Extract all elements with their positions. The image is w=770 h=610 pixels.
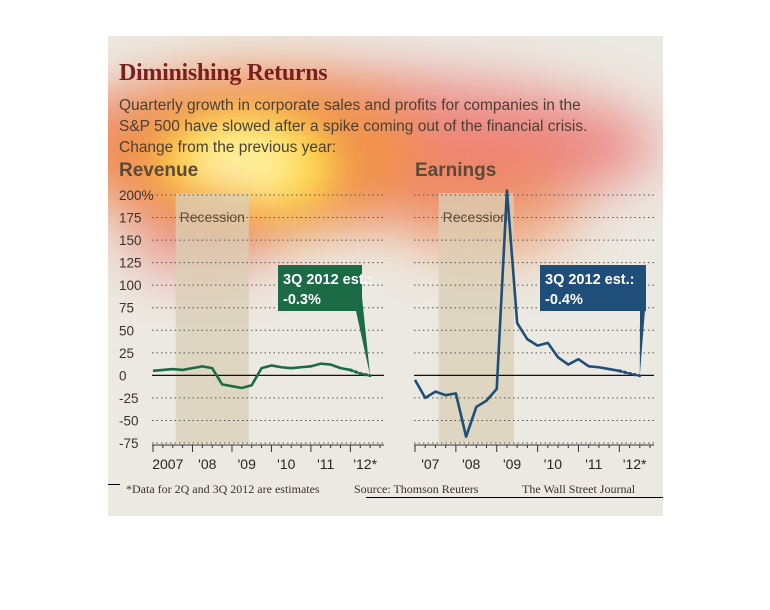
x-tick-label: '11 bbox=[585, 456, 602, 472]
recession-band bbox=[176, 193, 249, 443]
x-tick-label: '10 bbox=[277, 456, 295, 472]
footer-rule bbox=[366, 497, 663, 498]
y-tick-label: 25 bbox=[119, 346, 134, 361]
x-tick-label: '10 bbox=[544, 456, 562, 472]
y-tick-label: 100 bbox=[119, 278, 142, 293]
y-tick-label: -25 bbox=[119, 391, 139, 406]
y-tick-label: 200% bbox=[119, 188, 154, 203]
y-tick-label: 0 bbox=[119, 368, 127, 383]
charts-svg: 200% 175 150 125 100 75 50 25 0 -25 -50 -75 Recessio… bbox=[108, 36, 663, 516]
annotation-value: -0.4% bbox=[545, 292, 583, 308]
recession-label: Recession bbox=[180, 209, 245, 225]
y-tick-label: 150 bbox=[119, 233, 142, 248]
infographic-card: Diminishing Returns Quarterly growth in … bbox=[108, 36, 663, 516]
x-tick-label: 2007 bbox=[152, 456, 183, 472]
x-tick-label: '08 bbox=[462, 456, 480, 472]
x-tick-label: '09 bbox=[503, 456, 521, 472]
y-tick-label: 50 bbox=[119, 323, 134, 338]
y-tick-label: -50 bbox=[119, 413, 139, 428]
y-tick-label: 175 bbox=[119, 211, 142, 226]
x-tick-label: '08 bbox=[198, 456, 216, 472]
x-tick-label: '12* bbox=[623, 456, 647, 472]
source-label: Source: Thomson Reuters bbox=[354, 482, 478, 497]
publisher-credit: The Wall Street Journal bbox=[522, 482, 635, 497]
y-tick-label: 75 bbox=[119, 301, 134, 316]
y-tick-label: -75 bbox=[119, 436, 139, 451]
footnote: *Data for 2Q and 3Q 2012 are estimates bbox=[126, 482, 320, 497]
annotation-value: -0.3% bbox=[283, 292, 321, 308]
x-tick-label: '11 bbox=[317, 456, 334, 472]
x-tick-label: '09 bbox=[238, 456, 256, 472]
annotation-label: 3Q 2012 est.: bbox=[545, 272, 634, 288]
footer-rule bbox=[108, 484, 120, 485]
x-tick-label: '12* bbox=[353, 456, 377, 472]
x-tick-label: '07 bbox=[421, 456, 439, 472]
annotation-label: 3Q 2012 est.: bbox=[283, 272, 372, 288]
y-tick-label: 125 bbox=[119, 256, 142, 271]
recession-label: Recession bbox=[443, 209, 508, 225]
